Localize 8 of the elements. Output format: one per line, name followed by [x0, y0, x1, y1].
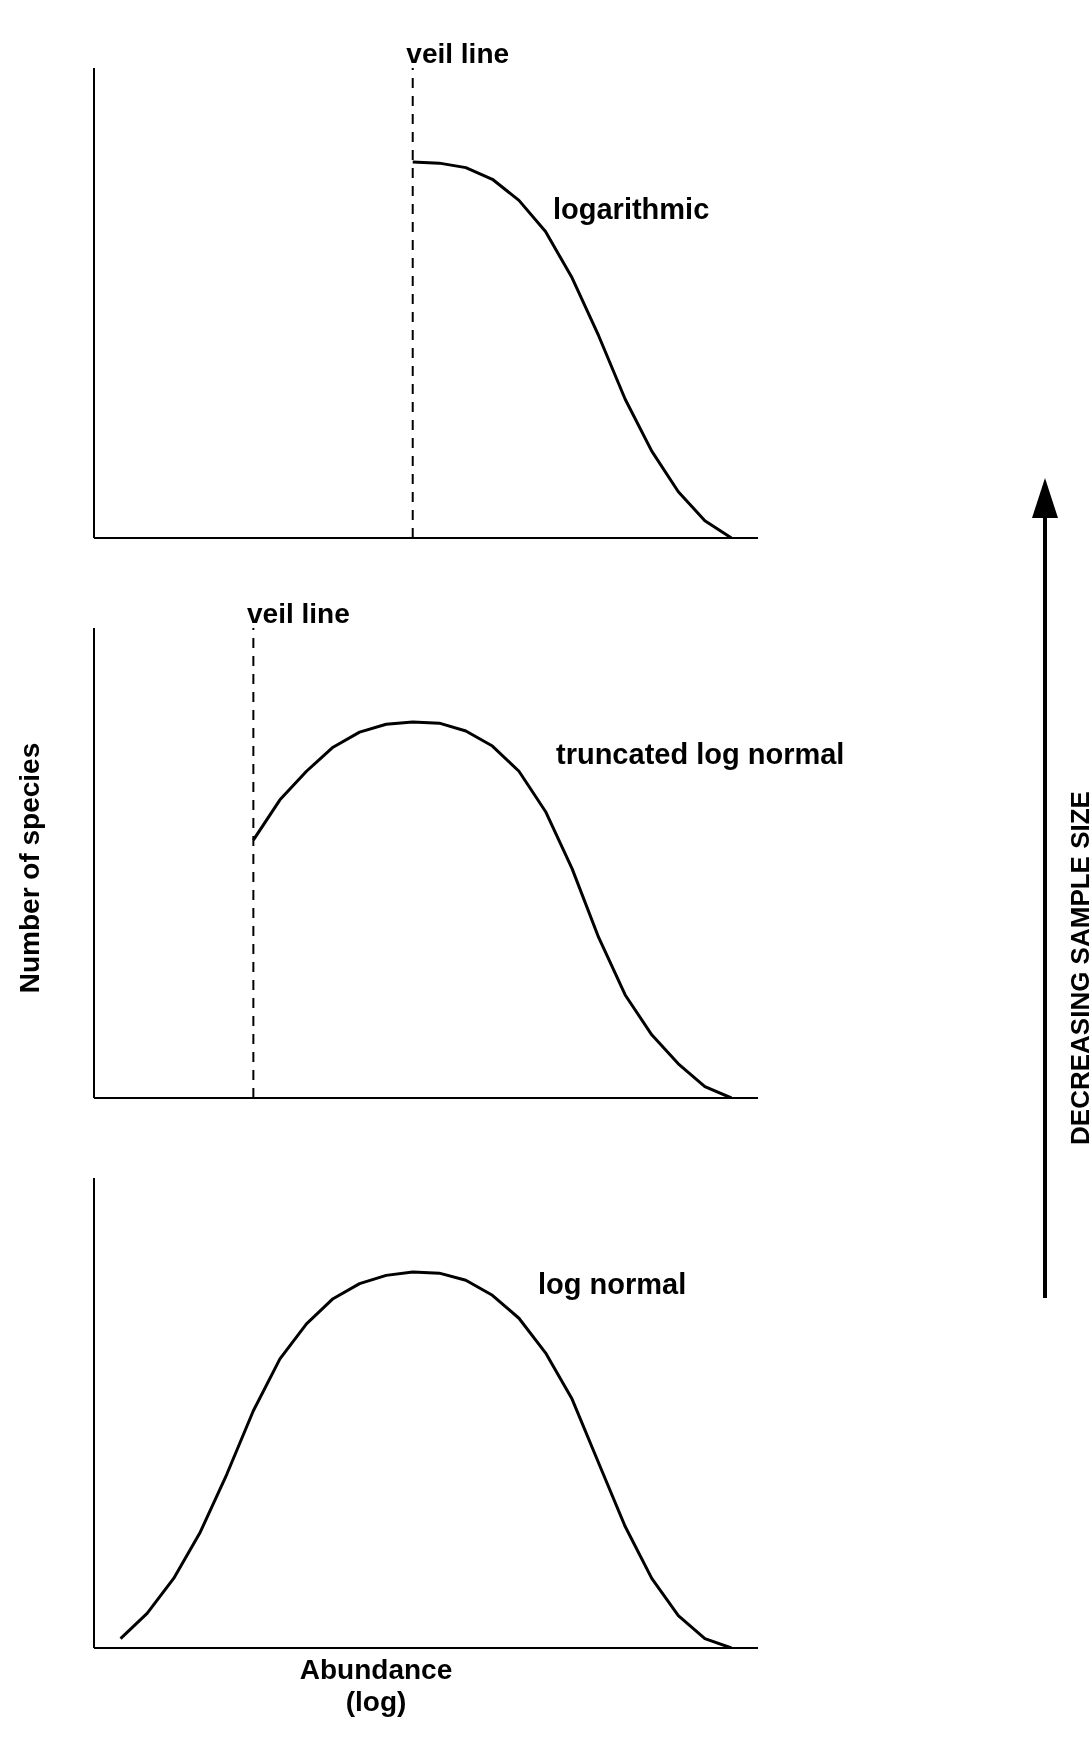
- series-label: truncated log normal: [556, 738, 845, 771]
- text: veil line: [247, 598, 350, 629]
- series-label: logarithmic: [553, 193, 710, 226]
- x-axis-title: Abundance (log): [298, 1654, 454, 1718]
- series-label: log normal: [538, 1268, 687, 1301]
- text: veil line: [406, 38, 510, 69]
- y-axis-title: Number of species: [14, 742, 46, 994]
- text: DECREASING SAMPLE SIZE: [1064, 791, 1089, 1145]
